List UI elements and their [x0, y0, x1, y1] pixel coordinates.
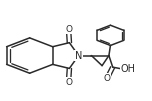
Text: N: N — [75, 50, 82, 61]
Text: O: O — [103, 74, 110, 83]
Text: O: O — [65, 25, 72, 34]
Text: OH: OH — [120, 64, 135, 74]
Text: O: O — [65, 78, 72, 87]
